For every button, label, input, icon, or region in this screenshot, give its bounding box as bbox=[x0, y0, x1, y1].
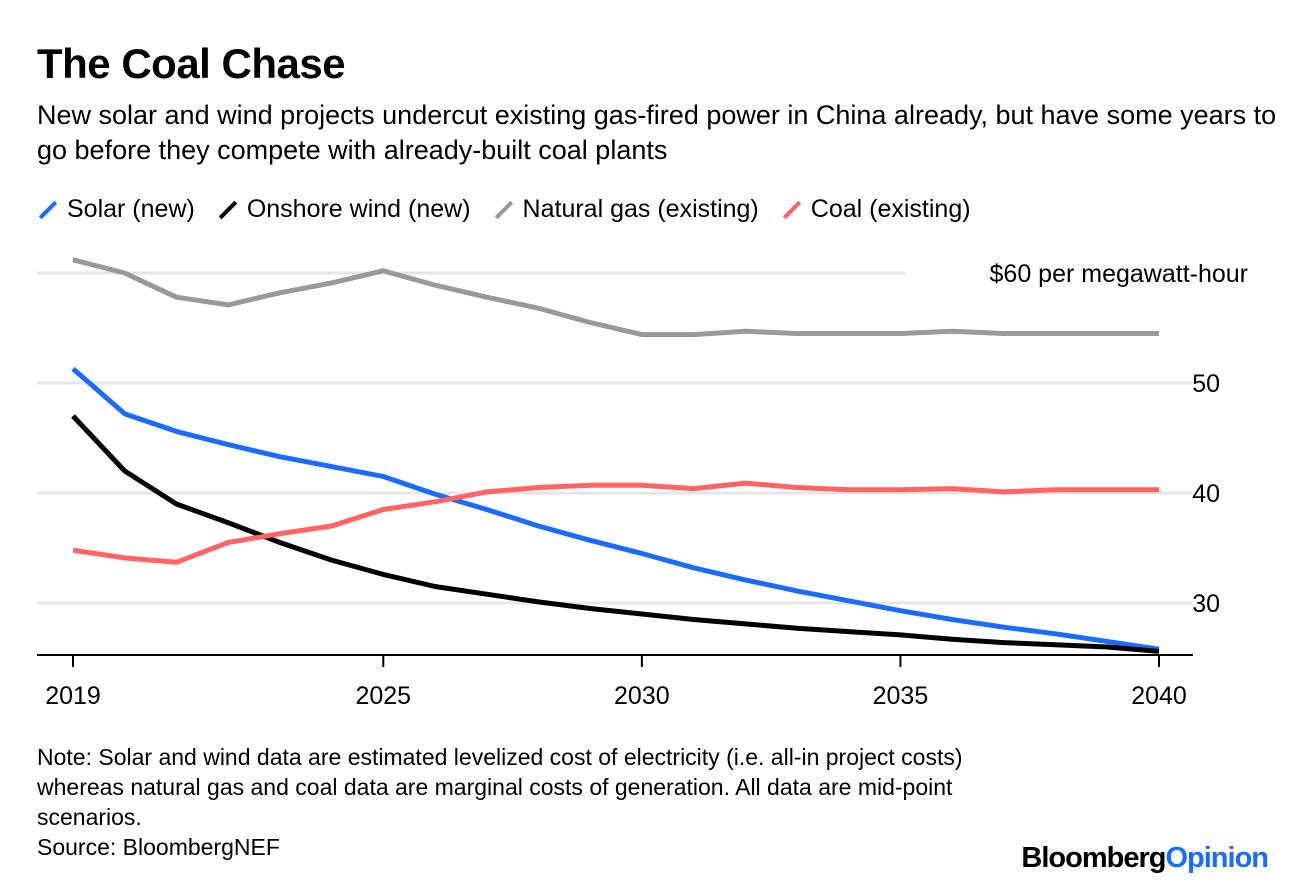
legend: Solar (new) Onshore wind (new) Natural gas… bbox=[37, 195, 971, 224]
x-tick-label: 2040 bbox=[1131, 682, 1187, 710]
x-tick-label: 2025 bbox=[355, 682, 411, 710]
series-line-solar-new bbox=[71, 366, 1160, 652]
chart-subtitle: New solar and wind projects undercut exi… bbox=[37, 100, 1277, 165]
bloomberg-opinion-logo: BloombergOpinion bbox=[1021, 842, 1269, 874]
x-tick-label: 2035 bbox=[873, 682, 929, 710]
x-tick-label: 2030 bbox=[614, 682, 670, 710]
y-tick-label: 30 bbox=[1192, 590, 1220, 618]
y-tick-label: 50 bbox=[1192, 370, 1220, 398]
legend-item: Coal (existing) bbox=[781, 195, 971, 224]
series-line-onshore-wind-new bbox=[71, 414, 1160, 654]
legend-label: Solar (new) bbox=[67, 195, 195, 223]
series-line-coal-existing bbox=[72, 480, 1159, 565]
legend-item: Natural gas (existing) bbox=[493, 195, 759, 224]
chart-title: The Coal Chase bbox=[37, 40, 346, 87]
legend-item: Onshore wind (new) bbox=[217, 195, 471, 224]
note-text: Note: Solar and wind data are estimated … bbox=[37, 744, 963, 830]
legend-item: Solar (new) bbox=[37, 195, 195, 224]
y-tick-label: 40 bbox=[1192, 480, 1220, 508]
series-line-natural-gas-existing bbox=[72, 257, 1159, 338]
chart-note: Note: Solar and wind data are estimated … bbox=[37, 742, 1017, 862]
legend-label: Coal (existing) bbox=[810, 195, 971, 223]
source-text: Source: BloombergNEF bbox=[37, 834, 280, 860]
y-tick-label: $60 per megawatt-hour bbox=[990, 260, 1248, 288]
legend-label: Natural gas (existing) bbox=[522, 195, 759, 223]
legend-label: Onshore wind (new) bbox=[246, 195, 471, 223]
x-tick-label: 2019 bbox=[45, 682, 101, 710]
